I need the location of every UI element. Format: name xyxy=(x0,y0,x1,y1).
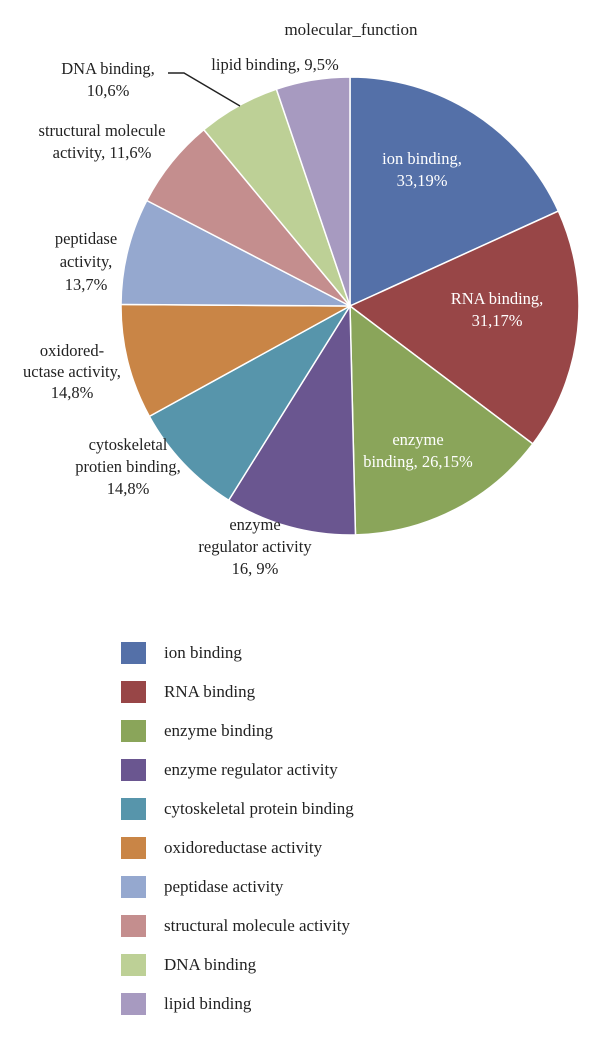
pie-slice-rna-binding xyxy=(348,210,580,445)
slice-label-rna-binding: RNA binding, 31,17% xyxy=(451,289,544,330)
slice-label-enzyme-binding: enzyme binding, 26,15% xyxy=(363,430,473,471)
slice-label-enzyme-regulator-activity: enzyme regulator activity 16, 9% xyxy=(198,515,312,578)
legend: ion binding RNA binding enzyme binding enzy… xyxy=(121,642,354,1015)
legend-swatch-enzyme-binding xyxy=(121,720,146,742)
legend-label-lipid-binding: lipid binding xyxy=(164,994,252,1013)
legend-swatch-ion-binding xyxy=(121,642,146,664)
legend-label-enzyme-binding: enzyme binding xyxy=(164,721,274,740)
legend-swatch-enzyme-regulator-activity xyxy=(121,759,146,781)
pie-slice-oxidoreductase-activity xyxy=(120,303,353,418)
pie-slice-enzyme-regulator-activity xyxy=(227,303,357,536)
slice-label-cytoskeletal-protein-binding: cytoskeletal protien binding, 14,8% xyxy=(75,435,180,498)
legend-label-ion-binding: ion binding xyxy=(164,643,242,662)
legend-swatch-cytoskeletal-protein-binding xyxy=(121,798,146,820)
legend-swatch-lipid-binding xyxy=(121,993,146,1015)
chart-title: molecular_function xyxy=(284,20,418,39)
legend-swatch-structural-molecule-activity xyxy=(121,915,146,937)
pie-slice-ion-binding xyxy=(349,76,560,308)
legend-swatch-rna-binding xyxy=(121,681,146,703)
pie-slices xyxy=(120,76,580,536)
slice-label-lipid-binding: lipid binding, 9,5% xyxy=(211,55,339,74)
legend-label-oxidoreductase-activity: oxidoreductase activity xyxy=(164,838,323,857)
legend-swatch-oxidoreductase-activity xyxy=(121,837,146,859)
legend-label-enzyme-regulator-activity: enzyme regulator activity xyxy=(164,760,338,779)
slice-label-peptidase-activity: peptidase activity, 13,7% xyxy=(55,229,117,294)
pie-slice-cytoskeletal-protein-binding xyxy=(148,303,353,502)
legend-swatch-peptidase-activity xyxy=(121,876,146,898)
slice-label-ion-binding: ion binding, 33,19% xyxy=(382,149,462,190)
slice-label-dna-binding: DNA binding, 10,6% xyxy=(61,59,155,100)
slice-label-oxidoreductase-activity: oxidored-uctase activity, 14,8% xyxy=(23,341,121,402)
legend-label-structural-molecule-activity: structural molecule activity xyxy=(164,916,350,935)
pie-slice-enzyme-binding xyxy=(349,304,534,536)
leader-lines xyxy=(168,72,241,107)
legend-label-dna-binding: DNA binding xyxy=(164,955,257,974)
legend-label-peptidase-activity: peptidase activity xyxy=(164,877,284,896)
leader-line-dna-binding xyxy=(168,72,241,107)
slice-labels: ion binding, 33,19% RNA binding, 31,17% enzy… xyxy=(23,55,543,578)
legend-label-cytoskeletal-protein-binding: cytoskeletal protein binding xyxy=(164,799,354,818)
pie-slice-lipid-binding xyxy=(275,76,351,307)
legend-swatch-dna-binding xyxy=(121,954,146,976)
legend-label-rna-binding: RNA binding xyxy=(164,682,256,701)
slice-label-structural-molecule-activity: structural molecule activity, 11,6% xyxy=(39,121,166,162)
pie-slice-peptidase-activity xyxy=(120,199,351,307)
